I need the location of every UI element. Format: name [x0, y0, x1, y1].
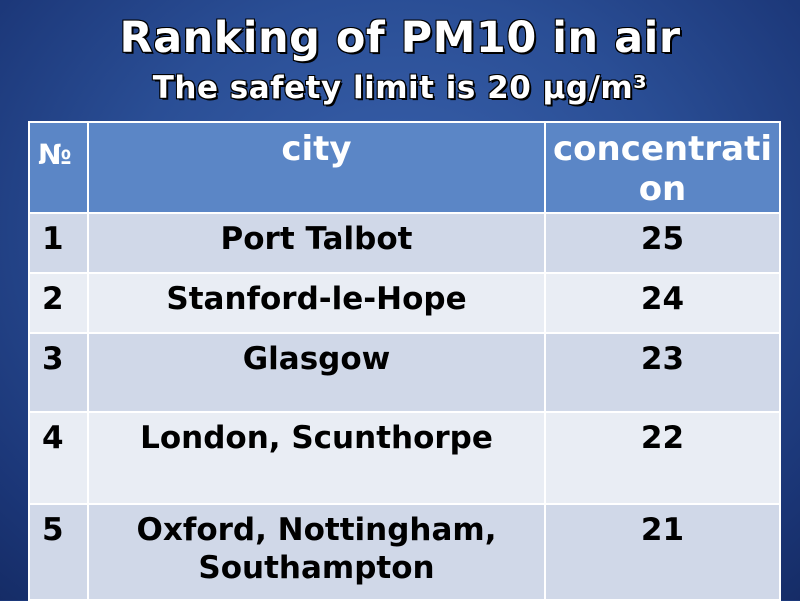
ranking-table: № city concentration 1 Port Talbot 25 2 …: [28, 121, 781, 601]
concentration-cell: 21: [544, 503, 781, 601]
table-row: 1 Port Talbot 25: [28, 212, 781, 274]
city-cell: Glasgow: [87, 332, 546, 413]
table-header-row: № city concentration: [28, 121, 781, 214]
concentration-cell: 22: [544, 411, 781, 505]
concentration-cell: 24: [544, 272, 781, 334]
table-row: 5 Oxford, Nottingham, Southampton 21: [28, 503, 781, 601]
slide-subtitle: The safety limit is 20 µg/m³: [152, 69, 648, 107]
rank-cell: 2: [28, 272, 89, 334]
table-row: 2 Stanford-le-Hope 24: [28, 272, 781, 334]
table-row: 4 London, Scunthorpe 22: [28, 411, 781, 505]
city-cell: London, Scunthorpe: [87, 411, 546, 505]
table-row: 3 Glasgow 23: [28, 332, 781, 413]
rank-cell: 4: [28, 411, 89, 505]
concentration-cell: 25: [544, 212, 781, 274]
city-cell: Port Talbot: [87, 212, 546, 274]
concentration-cell: 23: [544, 332, 781, 413]
slide-title: Ranking of PM10 in air: [118, 12, 681, 64]
header-city: city: [87, 121, 546, 214]
city-cell: Stanford-le-Hope: [87, 272, 546, 334]
header-number: №: [28, 121, 89, 214]
header-concentration: concentration: [544, 121, 781, 214]
rank-cell: 1: [28, 212, 89, 274]
rank-cell: 5: [28, 503, 89, 601]
rank-cell: 3: [28, 332, 89, 413]
city-cell: Oxford, Nottingham, Southampton: [87, 503, 546, 601]
